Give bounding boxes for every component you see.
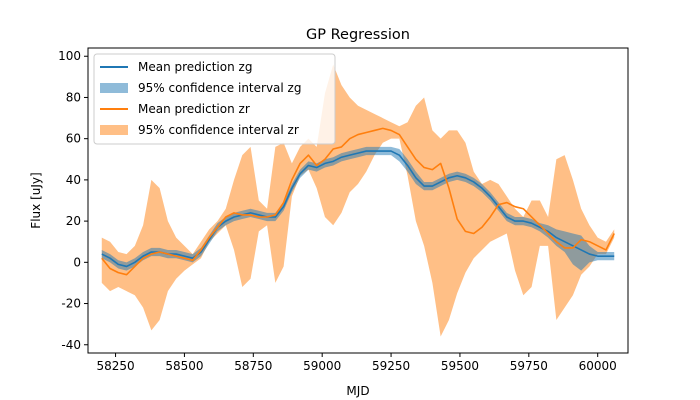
mean-lines xyxy=(101,127,615,276)
legend-label: 95% confidence interval zr xyxy=(138,123,299,137)
x-tick-label: 59750 xyxy=(510,359,548,373)
x-tick-label: 59000 xyxy=(303,359,341,373)
y-axis-label: Flux [uJy] xyxy=(29,172,43,228)
y-axis: -40 -20 0 20 40 60 80 100 xyxy=(58,49,88,352)
legend-box xyxy=(93,53,336,145)
line-mean-prediction-zg xyxy=(101,150,615,268)
x-tick-label: 58250 xyxy=(96,359,134,373)
y-tick-label: -20 xyxy=(61,297,81,311)
plot-area-frame xyxy=(87,47,629,354)
x-tick-label: 60000 xyxy=(579,359,617,373)
x-tick-label: 58750 xyxy=(234,359,272,373)
legend-band-swatch xyxy=(100,125,128,135)
y-tick-label: 20 xyxy=(66,214,81,228)
y-tick-label: 0 xyxy=(73,255,81,269)
band-95-confidence-interval-zr xyxy=(101,64,615,337)
legend-label: Mean prediction zr xyxy=(138,102,250,116)
x-axis-label: MJD xyxy=(346,384,369,398)
x-tick-label: 58500 xyxy=(165,359,203,373)
x-tick-label: 59500 xyxy=(441,359,479,373)
chart-title: GP Regression xyxy=(306,27,410,43)
line-mean-prediction-zr xyxy=(101,127,615,276)
x-tick-label: 59250 xyxy=(372,359,410,373)
x-axis: 58250 58500 58750 59000 59250 59500 59750 60000 xyxy=(96,353,617,373)
legend-label: Mean prediction zg xyxy=(138,60,252,74)
y-tick-label: 100 xyxy=(58,49,81,63)
legend-label: 95% confidence interval zg xyxy=(138,81,301,95)
y-tick-label: 80 xyxy=(66,90,81,104)
confidence-bands xyxy=(101,64,615,337)
legend: Mean prediction zg 95% confidence interva… xyxy=(93,53,336,145)
y-tick-label: 40 xyxy=(66,173,81,187)
y-tick-label: 60 xyxy=(66,132,81,146)
y-tick-label: -40 xyxy=(61,338,81,352)
legend-band-swatch xyxy=(100,83,128,93)
